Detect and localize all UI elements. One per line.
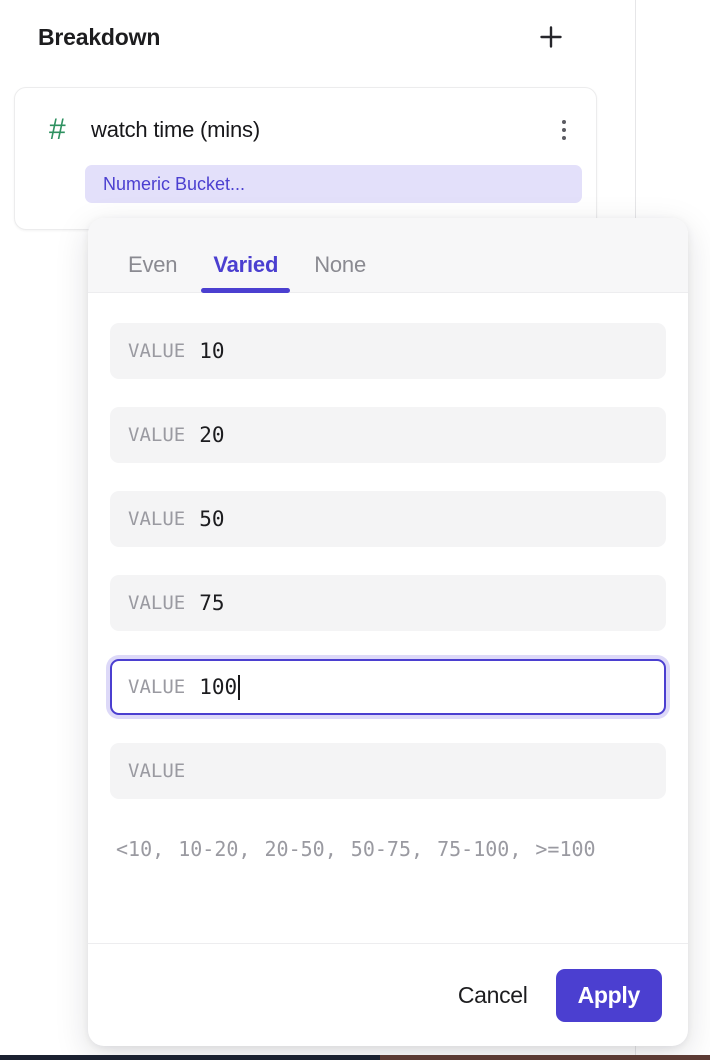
value-label: VALUE <box>128 592 186 614</box>
tab-varied[interactable]: Varied <box>195 236 296 293</box>
add-breakdown-button[interactable] <box>534 20 568 54</box>
tab-none[interactable]: None <box>296 236 384 293</box>
value-label: VALUE <box>128 340 186 362</box>
value-label: VALUE <box>128 424 186 446</box>
apply-button[interactable]: Apply <box>555 968 662 1022</box>
numeric-bucket-chip[interactable]: Numeric Bucket... <box>85 165 582 203</box>
breakdown-field-name: watch time (mins) <box>91 117 260 142</box>
text-caret <box>238 674 241 700</box>
bucket-preview-text: <10, 10-20, 20-50, 50-75, 75-100, >=100 <box>116 837 596 861</box>
value-label: VALUE <box>128 676 186 698</box>
window-bottom-bar <box>0 1055 710 1060</box>
value-placeholder: VALUE <box>128 760 186 782</box>
cancel-button[interactable]: Cancel <box>444 972 542 1019</box>
breakdown-card[interactable]: # watch time (mins) <box>14 87 597 230</box>
bucket-value-row-empty[interactable]: VALUE <box>110 743 666 799</box>
bucket-values-list: VALUE 10 VALUE 20 VALUE 50 VALUE 75 VALU… <box>88 293 688 943</box>
value-input[interactable]: 10 <box>199 339 225 363</box>
value-input[interactable]: 50 <box>199 507 225 531</box>
tab-even[interactable]: Even <box>110 236 195 293</box>
bucket-value-row[interactable]: VALUE 10 <box>110 323 666 379</box>
page-title: Breakdown <box>38 23 161 50</box>
tab-even-label: Even <box>128 251 178 277</box>
tab-none-label: None <box>314 251 366 277</box>
value-input[interactable]: 75 <box>199 591 225 615</box>
numeric-bucket-popover: Even Varied None VALUE 10 VALUE 20 VALUE… <box>88 218 688 1046</box>
bucket-value-row-focused[interactable]: VALUE 100 <box>110 659 666 715</box>
active-tab-underline <box>201 288 291 293</box>
numeric-bucket-chip-label: Numeric Bucket... <box>103 173 246 194</box>
plus-icon <box>538 24 564 50</box>
bucket-value-row[interactable]: VALUE 20 <box>110 407 666 463</box>
kebab-menu-icon[interactable] <box>552 113 576 147</box>
bucket-mode-tabs: Even Varied None <box>88 218 688 293</box>
breakdown-header: Breakdown <box>38 18 568 56</box>
tab-varied-label: Varied <box>213 251 279 277</box>
value-label: VALUE <box>128 508 186 530</box>
bucket-value-row[interactable]: VALUE 50 <box>110 491 666 547</box>
bucket-value-row[interactable]: VALUE 75 <box>110 575 666 631</box>
hash-icon: # <box>49 113 66 146</box>
breakdown-card-header: # watch time (mins) <box>15 88 598 172</box>
popover-footer: Cancel Apply <box>88 943 688 1046</box>
value-input[interactable]: 100 <box>199 675 238 699</box>
value-input[interactable]: 20 <box>199 423 225 447</box>
window-bottom-bar-accent <box>380 1055 710 1060</box>
